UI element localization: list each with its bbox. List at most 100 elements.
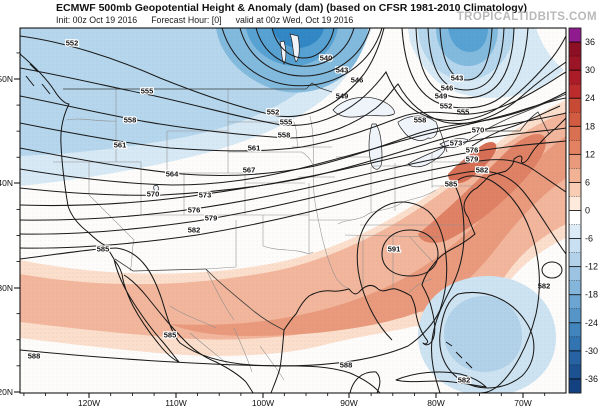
colorbar-swatch bbox=[569, 196, 581, 211]
colorbar-swatch bbox=[569, 364, 581, 380]
contour-label-564: 564 bbox=[166, 170, 179, 179]
national-border bbox=[468, 93, 566, 141]
height-contour-552 bbox=[20, 28, 385, 118]
colorbar-swatch bbox=[569, 98, 581, 113]
colorbar-tick-label: 24 bbox=[585, 93, 595, 103]
height-contour-579 bbox=[20, 159, 566, 235]
contour-label-546: 546 bbox=[441, 84, 454, 93]
coastline bbox=[445, 341, 473, 369]
colorbar-tick-label: 0 bbox=[585, 206, 590, 216]
height-contour-558 bbox=[20, 61, 566, 139]
contour-label-543: 543 bbox=[336, 66, 349, 75]
contour-label-582: 582 bbox=[188, 226, 201, 235]
lat-label: 30N bbox=[0, 283, 13, 293]
contour-label-582: 582 bbox=[476, 166, 489, 175]
state-border bbox=[169, 305, 217, 329]
coastline bbox=[456, 402, 466, 404]
lon-label: 110W bbox=[165, 398, 187, 408]
colorbar-swatch bbox=[569, 84, 581, 99]
contour-label-555: 555 bbox=[457, 108, 470, 117]
coastline bbox=[395, 371, 487, 388]
colorbar-swatch bbox=[569, 168, 581, 183]
colorbar-swatch bbox=[569, 140, 581, 155]
state-border bbox=[408, 278, 433, 294]
colorbar-swatch bbox=[569, 126, 581, 141]
tropicaltidbits-watermark: TROPICALTIDBITS.COM bbox=[456, 11, 597, 23]
colorbar-swatch bbox=[569, 350, 581, 366]
colorbar-swatch bbox=[569, 378, 581, 394]
height-contour-561 bbox=[20, 71, 566, 152]
contour-label-573: 573 bbox=[199, 191, 212, 200]
contour-label-582: 582 bbox=[458, 376, 471, 385]
colorbar-swatch bbox=[569, 210, 581, 226]
height-contour-570 bbox=[20, 112, 566, 196]
lake-outline bbox=[289, 33, 300, 63]
height-contour-555 bbox=[20, 35, 566, 126]
colorbar-swatch bbox=[569, 252, 581, 268]
colorbar-swatch bbox=[569, 56, 581, 71]
state-border bbox=[205, 268, 235, 321]
contour-label-540: 540 bbox=[320, 54, 333, 63]
contour-label-543: 543 bbox=[451, 74, 464, 83]
contour-label-585: 585 bbox=[97, 245, 110, 254]
contour-label-573: 573 bbox=[450, 139, 463, 148]
state-border bbox=[293, 121, 299, 148]
lat-label: 50N bbox=[0, 74, 13, 84]
height-contour-543 bbox=[255, 28, 355, 67]
colorbar-tick-label: 12 bbox=[585, 149, 595, 159]
lon-label: 120W bbox=[78, 398, 100, 408]
national-border bbox=[114, 258, 207, 272]
height-contour-549 bbox=[221, 28, 383, 87]
height-contour-582 bbox=[20, 170, 566, 255]
state-border bbox=[409, 236, 434, 263]
colorbar-tick-label: -12 bbox=[585, 262, 598, 272]
contour-label-552: 552 bbox=[440, 102, 453, 111]
contour-label-558: 558 bbox=[414, 116, 427, 125]
map-subtitle: Init: 00z Oct 19 2016 Forecast Hour: [0] v… bbox=[56, 15, 367, 25]
lake-outline bbox=[332, 96, 395, 118]
contour-label-576: 576 bbox=[466, 146, 479, 155]
state-border bbox=[205, 220, 237, 270]
height-contour-573 bbox=[20, 127, 566, 207]
contour-label-555: 555 bbox=[141, 87, 154, 96]
state-border bbox=[262, 245, 314, 255]
contour-label-579: 579 bbox=[205, 214, 218, 223]
national-border bbox=[305, 82, 333, 93]
contour-label-558: 558 bbox=[124, 116, 137, 125]
colorbar-swatch bbox=[569, 308, 581, 324]
contour-label-570: 570 bbox=[472, 126, 485, 135]
height-contour-576 bbox=[20, 140, 566, 221]
height-contour-585 bbox=[430, 175, 540, 393]
colorbar-swatch bbox=[569, 182, 581, 197]
contour-label-570: 570 bbox=[147, 190, 160, 199]
contour-label-576: 576 bbox=[188, 206, 201, 215]
contour-label-585: 585 bbox=[445, 180, 458, 189]
colorbar-tick-label: 6 bbox=[585, 177, 590, 187]
national-border bbox=[475, 111, 550, 135]
height-contour-546 bbox=[239, 28, 371, 77]
contour-label-588: 588 bbox=[340, 361, 353, 370]
contour-label-567: 567 bbox=[243, 166, 256, 175]
height-contour-588 bbox=[20, 201, 448, 367]
colorbar-tick-label: -18 bbox=[585, 290, 598, 300]
colorbar-swatch bbox=[569, 112, 581, 127]
colorbar-tick-label: -36 bbox=[585, 374, 598, 384]
contour-label-549: 549 bbox=[435, 92, 448, 101]
anomaly-colorbar: 36 30 24 18 12 6 0 -6 -12 -18 -24 -30 -36 bbox=[568, 27, 598, 394]
colorbar-swatch bbox=[569, 294, 581, 310]
height-contour-567 bbox=[20, 97, 566, 186]
coastline bbox=[270, 117, 566, 393]
colorbar-tick-label: -24 bbox=[585, 318, 598, 328]
height-contour-582 bbox=[439, 291, 535, 389]
contour-label-552: 552 bbox=[66, 39, 79, 48]
contour-label-555: 555 bbox=[280, 118, 293, 127]
lon-label: 90W bbox=[340, 398, 357, 408]
state-border bbox=[259, 345, 285, 381]
colorbar-swatch bbox=[569, 70, 581, 85]
coastline bbox=[471, 105, 561, 147]
contour-label-591: 591 bbox=[388, 245, 401, 254]
colorbar-swatch bbox=[569, 336, 581, 352]
lon-label: 100W bbox=[252, 398, 274, 408]
contour-label-546: 546 bbox=[351, 76, 364, 85]
